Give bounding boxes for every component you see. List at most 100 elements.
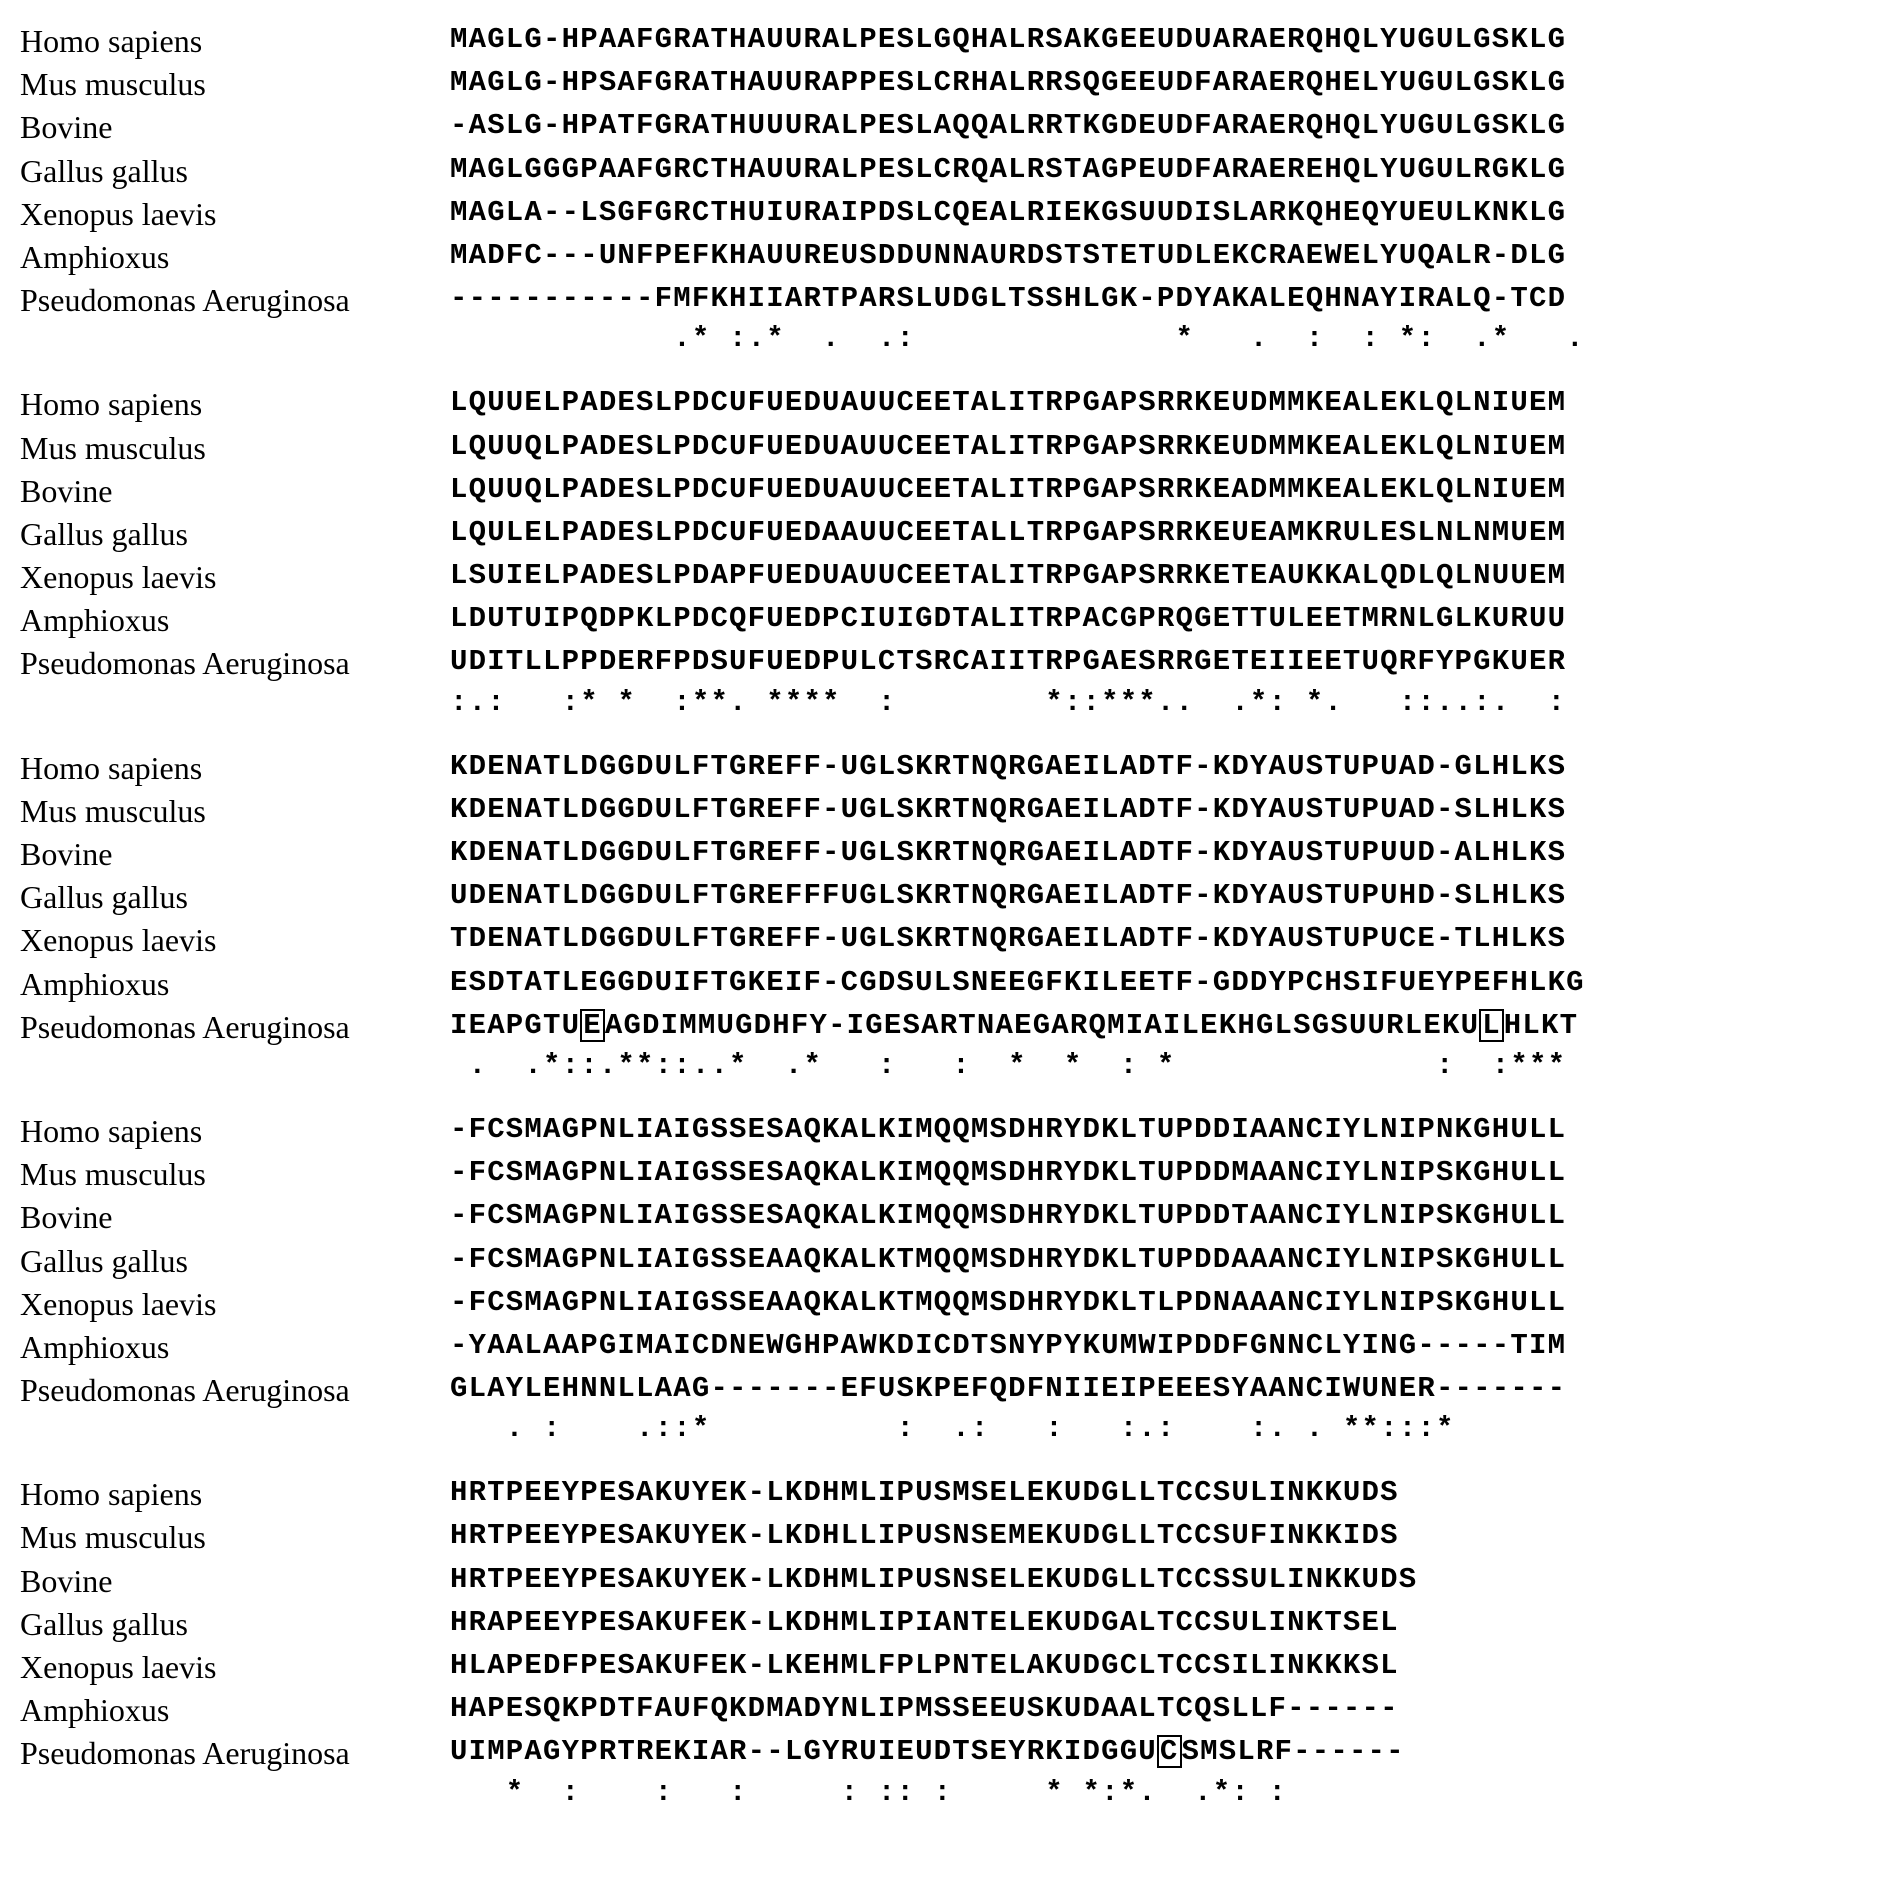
sequence: LQULELPADESLPDCUFUEDAAUUCEETALLTRPGAPSRR… bbox=[450, 513, 1566, 552]
species-label: Amphioxus bbox=[20, 236, 450, 279]
species-label: Xenopus laevis bbox=[20, 919, 450, 962]
sequence: MAGLG-HPAAFGRATHAUURALPESLGQHALRSAKGEEUD… bbox=[450, 20, 1566, 59]
alignment-block: Homo sapiensMAGLG-HPAAFGRATHAUURALPESLGQ… bbox=[20, 20, 1875, 355]
conservation-line: .* :.* . .: * . : : *: .* . bbox=[450, 322, 1585, 355]
conservation-line: . : .::* : .: : :.: :. . **:::* bbox=[450, 1412, 1566, 1445]
alignment-row: AmphioxusMADFC---UNFPEFKHAUUREUSDDUNNAUR… bbox=[20, 236, 1875, 279]
alignment-block: Homo sapiensKDENATLDGGDULFTGREFF-UGLSKRT… bbox=[20, 747, 1875, 1082]
sequence: UDITLLPPDERFPDSUFUEDPULCTSRCAIITRPGAESRR… bbox=[450, 642, 1566, 681]
sequence: HLAPEDFPESAKUFEK-LKEHMLFPLPNTELAKUDGCLTC… bbox=[450, 1646, 1399, 1685]
species-label: Bovine bbox=[20, 833, 450, 876]
alignment-row: Gallus gallusLQULELPADESLPDCUFUEDAAUUCEE… bbox=[20, 513, 1875, 556]
sequence: UIMPAGYPRTREKIAR--LGYRUIEUDTSEYRKIDGGUCS… bbox=[450, 1732, 1405, 1771]
sequence: -FCSMAGPNLIAIGSSESAQKALKIMQQMSDHRYDKLTUP… bbox=[450, 1196, 1566, 1235]
alignment-row: Xenopus laevisTDENATLDGGDULFTGREFF-UGLSK… bbox=[20, 919, 1875, 962]
sequence: UDENATLDGGDULFTGREFFFUGLSKRTNQRGAEILADTF… bbox=[450, 876, 1566, 915]
alignment-row: Homo sapiensKDENATLDGGDULFTGREFF-UGLSKRT… bbox=[20, 747, 1875, 790]
alignment-row: Homo sapiensLQUUELPADESLPDCUFUEDUAUUCEET… bbox=[20, 383, 1875, 426]
alignment-row: Gallus gallusUDENATLDGGDULFTGREFFFUGLSKR… bbox=[20, 876, 1875, 919]
sequence: -FCSMAGPNLIAIGSSESAQKALKIMQQMSDHRYDKLTUP… bbox=[450, 1110, 1566, 1149]
sequence: KDENATLDGGDULFTGREFF-UGLSKRTNQRGAEILADTF… bbox=[450, 790, 1566, 829]
species-label: Mus musculus bbox=[20, 63, 450, 106]
conservation-spacer bbox=[20, 322, 450, 355]
alignment-block: Homo sapiensHRTPEEYPESAKUYEK-LKDHMLIPUSM… bbox=[20, 1473, 1875, 1808]
species-label: Pseudomonas Aeruginosa bbox=[20, 642, 450, 685]
alignment-row: Mus musculusKDENATLDGGDULFTGREFF-UGLSKRT… bbox=[20, 790, 1875, 833]
species-label: Xenopus laevis bbox=[20, 1646, 450, 1689]
species-label: Xenopus laevis bbox=[20, 193, 450, 236]
alignment-row: Homo sapiensHRTPEEYPESAKUYEK-LKDHMLIPUSM… bbox=[20, 1473, 1875, 1516]
alignment-row: BovineLQUUQLPADESLPDCUFUEDUAUUCEETALITRP… bbox=[20, 470, 1875, 513]
sequence: ESDTATLEGGDUIFTGKEIF-CGDSULSNEEGFKILEETF… bbox=[450, 963, 1585, 1002]
boxed-residue: E bbox=[580, 1009, 605, 1042]
alignment-row: Xenopus laevisHLAPEDFPESAKUFEK-LKEHMLFPL… bbox=[20, 1646, 1875, 1689]
sequence: -FCSMAGPNLIAIGSSEAAQKALKTMQQMSDHRYDKLTLP… bbox=[450, 1283, 1566, 1322]
alignment-row: Gallus gallusHRAPEEYPESAKUFEK-LKDHMLIPIA… bbox=[20, 1603, 1875, 1646]
sequence: KDENATLDGGDULFTGREFF-UGLSKRTNQRGAEILADTF… bbox=[450, 747, 1566, 786]
species-label: Pseudomonas Aeruginosa bbox=[20, 1369, 450, 1412]
sequence: TDENATLDGGDULFTGREFF-UGLSKRTNQRGAEILADTF… bbox=[450, 919, 1566, 958]
sequence: LSUIELPADESLPDAPFUEDUAUUCEETALITRPGAPSRR… bbox=[450, 556, 1566, 595]
species-label: Amphioxus bbox=[20, 599, 450, 642]
species-label: Bovine bbox=[20, 1196, 450, 1239]
sequence: LDUTUIPQDPKLPDCQFUEDPCIUIGDTALITRPACGPRQ… bbox=[450, 599, 1566, 638]
sequence: MAGLA--LSGFGRCTHUIURAIPDSLCQEALRIEKGSUUD… bbox=[450, 193, 1566, 232]
alignment-row: Pseudomonas AeruginosaUIMPAGYPRTREKIAR--… bbox=[20, 1732, 1875, 1775]
alignment-row: AmphioxusLDUTUIPQDPKLPDCQFUEDPCIUIGDTALI… bbox=[20, 599, 1875, 642]
species-label: Pseudomonas Aeruginosa bbox=[20, 1006, 450, 1049]
sequence: -FCSMAGPNLIAIGSSEAAQKALKTMQQMSDHRYDKLTUP… bbox=[450, 1240, 1566, 1279]
alignment-row: Pseudomonas Aeruginosa-----------FMFKHII… bbox=[20, 279, 1875, 322]
conservation-row: . .*::.**::..* .* : : * * : * : :*** bbox=[20, 1049, 1875, 1082]
species-label: Bovine bbox=[20, 470, 450, 513]
species-label: Amphioxus bbox=[20, 1689, 450, 1732]
species-label: Mus musculus bbox=[20, 1516, 450, 1559]
alignment-row: Bovine-ASLG-HPATFGRATHUUURALPESLAQQALRRT… bbox=[20, 106, 1875, 149]
species-label: Pseudomonas Aeruginosa bbox=[20, 279, 450, 322]
sequence: LQUUELPADESLPDCUFUEDUAUUCEETALITRPGAPSRR… bbox=[450, 383, 1566, 422]
species-label: Mus musculus bbox=[20, 1153, 450, 1196]
sequence: IEAPGTUEAGDIMMUGDHFY-IGESARTNAEGARQMIAIL… bbox=[450, 1006, 1578, 1045]
conservation-line: :.: :* * :**. **** : *::***.. .*: *. ::.… bbox=[450, 686, 1566, 719]
conservation-spacer bbox=[20, 686, 450, 719]
sequence: -ASLG-HPATFGRATHUUURALPESLAQQALRRTKGDEUD… bbox=[450, 106, 1566, 145]
species-label: Bovine bbox=[20, 106, 450, 149]
alignment-row: Gallus gallusMAGLGGGPAAFGRCTHAUURALPESLC… bbox=[20, 150, 1875, 193]
alignment-row: Pseudomonas AeruginosaGLAYLEHNNLLAAG----… bbox=[20, 1369, 1875, 1412]
species-label: Pseudomonas Aeruginosa bbox=[20, 1732, 450, 1775]
sequence: MADFC---UNFPEFKHAUUREUSDDUNNAURDSTSTETUD… bbox=[450, 236, 1566, 275]
conservation-row: * : : : : :: : * *:*. .*: : bbox=[20, 1776, 1875, 1809]
alignment-row: Amphioxus-YAALAAPGIMAICDNEWGHPAWKDICDTSN… bbox=[20, 1326, 1875, 1369]
species-label: Amphioxus bbox=[20, 963, 450, 1006]
species-label: Homo sapiens bbox=[20, 1473, 450, 1516]
sequence: -YAALAAPGIMAICDNEWGHPAWKDICDTSNYPYKUMWIP… bbox=[450, 1326, 1566, 1365]
species-label: Homo sapiens bbox=[20, 1110, 450, 1153]
sequence: MAGLGGGPAAFGRCTHAUURALPESLCRQALRSTAGPEUD… bbox=[450, 150, 1566, 189]
alignment-row: Pseudomonas AeruginosaUDITLLPPDERFPDSUFU… bbox=[20, 642, 1875, 685]
conservation-spacer bbox=[20, 1412, 450, 1445]
alignment-row: Gallus gallus-FCSMAGPNLIAIGSSEAAQKALKTMQ… bbox=[20, 1240, 1875, 1283]
alignment-row: Homo sapiensMAGLG-HPAAFGRATHAUURALPESLGQ… bbox=[20, 20, 1875, 63]
alignment-row: Homo sapiens-FCSMAGPNLIAIGSSESAQKALKIMQQ… bbox=[20, 1110, 1875, 1153]
alignment-row: Mus musculusMAGLG-HPSAFGRATHAUURAPPESLCR… bbox=[20, 63, 1875, 106]
species-label: Mus musculus bbox=[20, 790, 450, 833]
alignment-row: Xenopus laevis-FCSMAGPNLIAIGSSEAAQKALKTM… bbox=[20, 1283, 1875, 1326]
alignment-container: Homo sapiens MAGLG-HPAAFGRATHAUURALPESLGQ… bbox=[20, 20, 1875, 1809]
boxed-residue: C bbox=[1157, 1735, 1182, 1768]
conservation-row: .* :.* . .: * . : : *: .* . bbox=[20, 322, 1875, 355]
species-label: Xenopus laevis bbox=[20, 556, 450, 599]
species-label: Gallus gallus bbox=[20, 1603, 450, 1646]
boxed-residue: L bbox=[1479, 1009, 1504, 1042]
alignment-row: Xenopus laevisLSUIELPADESLPDAPFUEDUAUUCE… bbox=[20, 556, 1875, 599]
sequence: LQUUQLPADESLPDCUFUEDUAUUCEETALITRPGAPSRR… bbox=[450, 427, 1566, 466]
conservation-spacer bbox=[20, 1049, 450, 1082]
sequence: GLAYLEHNNLLAAG-------EFUSKPEFQDFNIIEIPEE… bbox=[450, 1369, 1566, 1408]
conservation-line: . .*::.**::..* .* : : * * : * : :*** bbox=[450, 1049, 1566, 1082]
species-label: Homo sapiens bbox=[20, 383, 450, 426]
conservation-spacer bbox=[20, 1776, 450, 1809]
alignment-row: Mus musculusHRTPEEYPESAKUYEK-LKDHLLIPUSN… bbox=[20, 1516, 1875, 1559]
species-label: Bovine bbox=[20, 1560, 450, 1603]
alignment-row: Xenopus laevisMAGLA--LSGFGRCTHUIURAIPDSL… bbox=[20, 193, 1875, 236]
sequence: HRTPEEYPESAKUYEK-LKDHMLIPUSNSELEKUDGLLTC… bbox=[450, 1560, 1417, 1599]
species-label: Amphioxus bbox=[20, 1326, 450, 1369]
sequence: HRTPEEYPESAKUYEK-LKDHLLIPUSNSEMEKUDGLLTC… bbox=[450, 1516, 1399, 1555]
